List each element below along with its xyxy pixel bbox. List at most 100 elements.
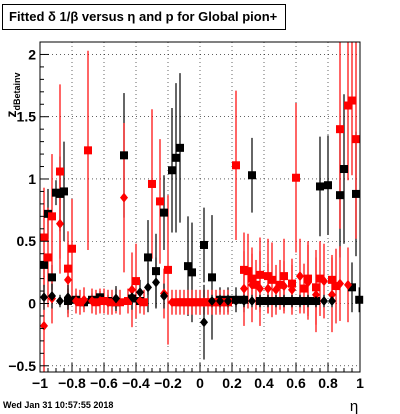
data-point-square (340, 165, 348, 174)
y-axis-label-main: z (3, 111, 19, 118)
axis-tick-labels: −1 −0.8 −0.6 −0.4 −0.2 0 0.2 0.4 0.6 0.8 1 −0.5 0 0.5… (8, 46, 364, 391)
data-point-diamond (56, 296, 64, 307)
data-point-square (168, 166, 176, 175)
data-point-square (40, 233, 48, 242)
x-tick-label: 1 (356, 375, 364, 391)
data-point-square (256, 270, 264, 279)
data-point-square (248, 274, 256, 283)
data-point-diamond (112, 293, 120, 304)
data-point-diamond (312, 289, 320, 300)
data-point-square (248, 171, 256, 180)
data-point-diamond (344, 279, 352, 290)
data-point-diamond (128, 292, 136, 303)
data-point-diamond (240, 296, 248, 307)
data-point-diamond (304, 296, 312, 307)
data-point-square (40, 260, 48, 269)
data-point-square (336, 191, 344, 200)
data-point-square (316, 182, 324, 191)
data-point-diamond (272, 284, 280, 295)
data-point-square (288, 279, 296, 288)
data-point-diamond (56, 218, 64, 229)
data-point-diamond (200, 317, 208, 328)
data-point-diamond (136, 287, 144, 298)
data-point-diamond (264, 296, 272, 307)
data-point-square (244, 267, 252, 276)
data-point-square (268, 275, 276, 284)
data-point-square (160, 208, 168, 217)
data-point-square (64, 264, 72, 273)
data-point-square (328, 275, 336, 284)
chart-title: Fitted δ 1/β versus η and p for Global p… (2, 4, 286, 30)
data-point-diamond (40, 320, 48, 331)
data-point-square (300, 284, 308, 293)
data-point-square (164, 265, 172, 274)
x-tick-label: 0 (196, 375, 204, 391)
data-point-square (188, 268, 196, 277)
data-point-diamond (88, 296, 96, 307)
timestamp: Wed Jan 31 10:57:55 2018 (3, 400, 114, 410)
data-point-diamond (280, 281, 288, 292)
data-point-diamond (248, 296, 256, 307)
data-point-square (120, 151, 128, 160)
x-tick-label: 0.4 (254, 375, 274, 391)
x-tick-label: −0.4 (122, 375, 150, 391)
data-point-square (312, 283, 320, 292)
y-tick-label: −0.5 (8, 358, 36, 374)
data-point-square (156, 197, 164, 206)
data-point-square (352, 135, 360, 144)
data-point-diamond (72, 296, 80, 307)
data-point-diamond (288, 284, 296, 295)
data-point-square (276, 280, 284, 289)
data-point-diamond (216, 296, 224, 307)
data-point-diamond (312, 296, 320, 307)
data-point-diamond (256, 296, 264, 307)
data-point-square (148, 179, 156, 188)
data-point-diamond (128, 284, 136, 295)
axis-ticks (39, 41, 361, 372)
x-tick-label: −0.2 (154, 375, 182, 391)
data-point-diamond (224, 296, 232, 307)
data-point-diamond (152, 277, 160, 288)
data-point-square (84, 146, 92, 155)
y-tick-label: 2 (28, 46, 36, 62)
x-tick-label: 0.8 (318, 375, 338, 391)
data-point-square (292, 173, 300, 182)
data-point-square (48, 212, 56, 221)
data-point-square (76, 298, 84, 307)
x-tick-label: −1 (32, 375, 48, 391)
data-point-diamond (120, 192, 128, 203)
y-tick-label: 0.5 (17, 233, 37, 249)
data-point-diamond (80, 294, 88, 305)
x-tick-label: −0.8 (58, 375, 86, 391)
data-point-diamond (136, 296, 144, 307)
data-point-square (324, 181, 332, 190)
data-point-square (56, 167, 64, 176)
data-point-diamond (168, 297, 176, 308)
data-point-square (348, 96, 356, 105)
data-point-diamond (48, 291, 56, 302)
data-point-square (355, 295, 364, 304)
x-tick-label: −0.6 (90, 375, 118, 391)
data-point-square (344, 101, 352, 110)
data-point-square (336, 125, 344, 134)
data-markers (40, 96, 364, 331)
data-point-square (116, 298, 124, 307)
data-point-square (348, 283, 356, 292)
data-point-square (208, 273, 216, 282)
data-point-diamond (304, 277, 312, 288)
data-point-square (152, 267, 160, 276)
data-point-diamond (280, 296, 288, 307)
data-point-square (92, 298, 100, 307)
data-point-diamond (248, 279, 256, 290)
data-point-diamond (96, 296, 104, 307)
y-axis-label-sub: dBetainv (12, 72, 22, 110)
x-axis-label: η (350, 398, 358, 414)
data-point-diamond (272, 296, 280, 307)
data-point-diamond (160, 291, 168, 302)
data-point-diamond (336, 278, 344, 289)
data-point-diamond (328, 296, 336, 307)
data-point-square (232, 161, 240, 170)
data-point-square (68, 244, 76, 253)
data-point-diamond (208, 296, 216, 307)
